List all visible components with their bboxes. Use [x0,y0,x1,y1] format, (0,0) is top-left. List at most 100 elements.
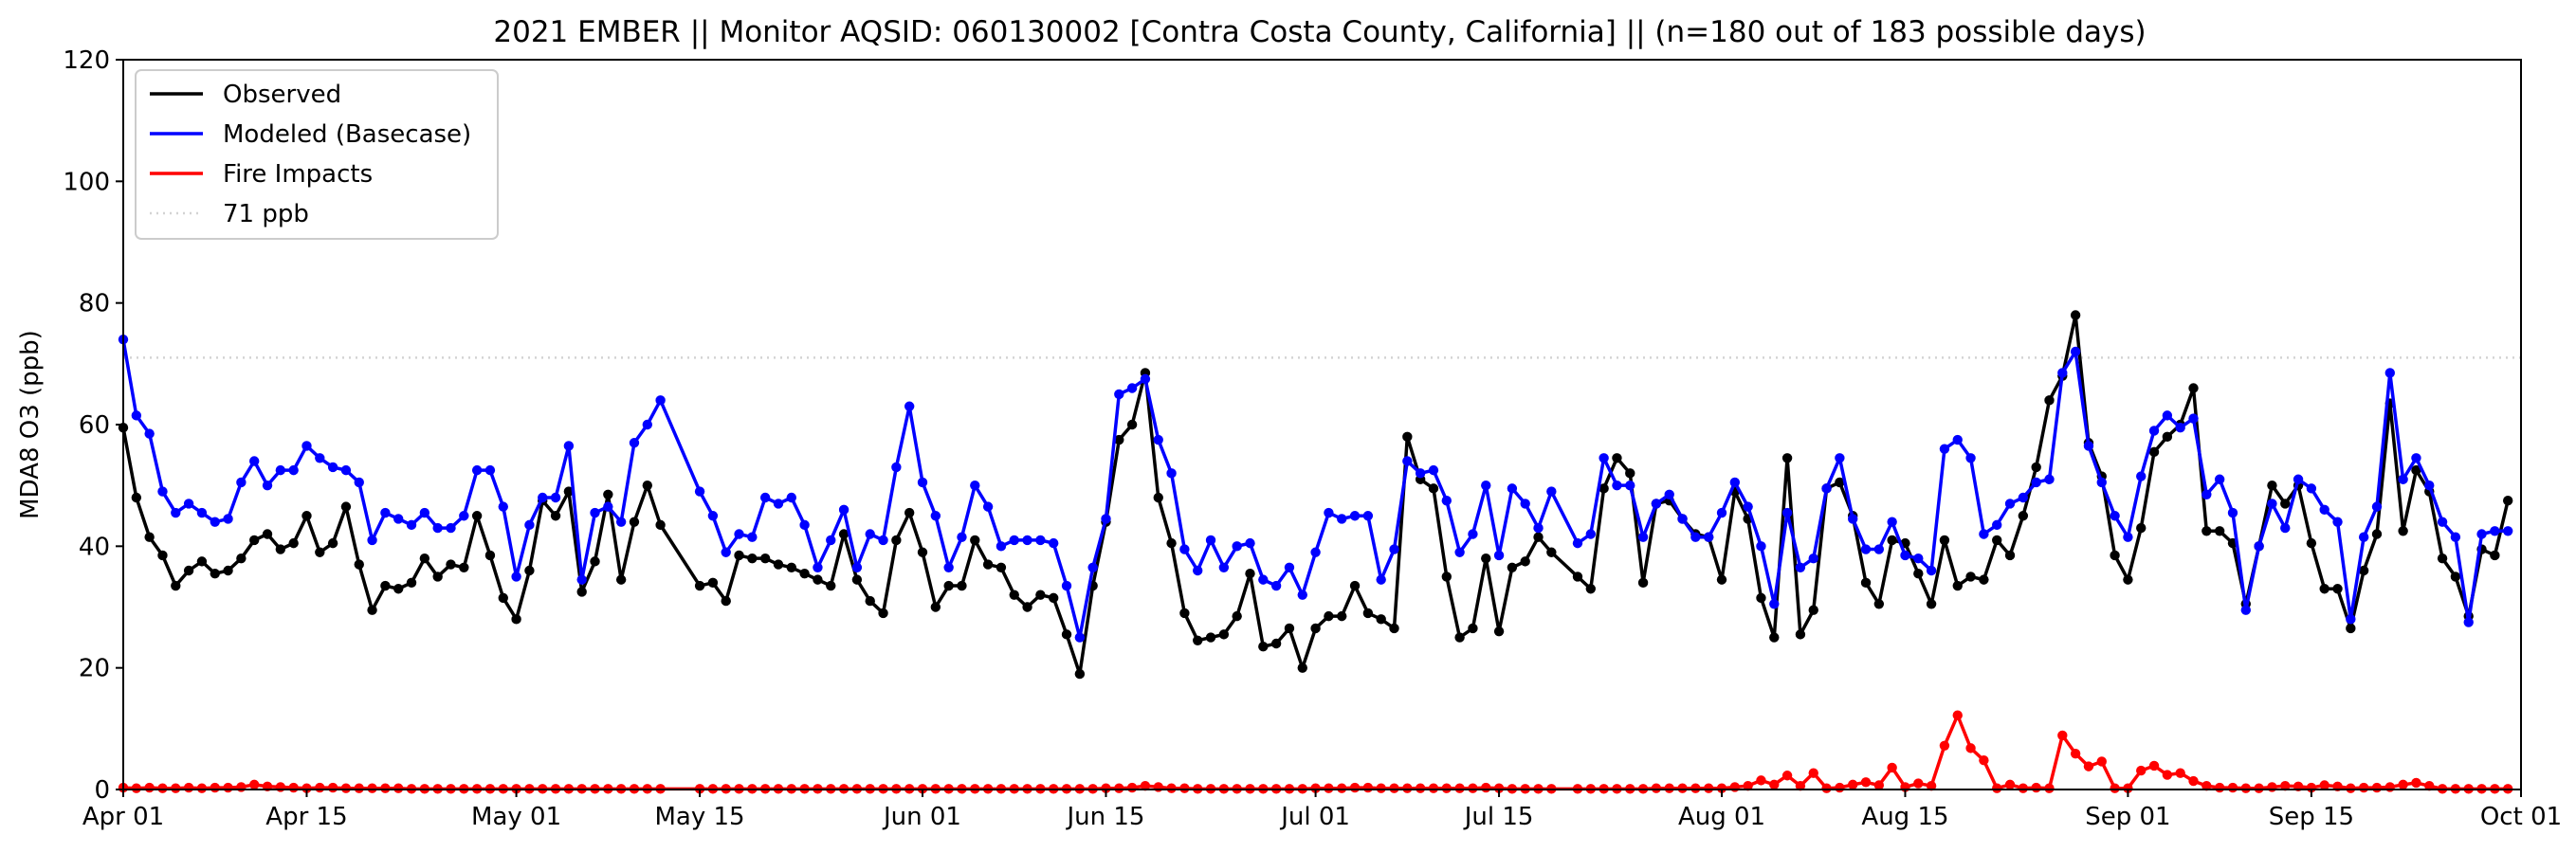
data-point-observed [2214,526,2225,536]
data-point-observed [1114,434,1124,445]
data-point-fire-impacts [2148,760,2160,771]
data-point-observed [1481,553,1491,564]
data-point-modeled-basecase [2371,501,2383,512]
data-point-fire-impacts [2384,782,2395,792]
x-tick-label: Jul 15 [1463,803,1534,831]
data-point-modeled-basecase [747,532,758,542]
data-point-fire-impacts [144,782,155,793]
data-point-modeled-basecase [471,464,483,476]
data-point-fire-impacts [223,782,233,793]
data-point-observed [957,580,967,591]
data-point-observed [2398,526,2408,536]
legend: Observed Modeled (Basecase) Fire Impacts… [135,69,499,240]
data-point-modeled-basecase [1009,535,1019,546]
data-point-observed [315,547,325,557]
data-point-observed [1572,572,1583,582]
data-point-observed [996,562,1007,572]
data-point-modeled-basecase [2293,474,2304,484]
data-point-fire-impacts [2424,780,2435,791]
data-point-fire-impacts [1481,782,1491,793]
data-point-modeled-basecase [183,499,194,509]
data-point-modeled-basecase [262,480,273,491]
data-point-modeled-basecase [1821,483,1832,494]
data-point-fire-impacts [1887,762,1897,773]
data-point-modeled-basecase [1493,550,1505,561]
data-point-modeled-basecase [498,501,508,512]
data-point-observed [838,529,850,539]
data-point-modeled-basecase [210,517,220,527]
data-point-modeled-basecase [406,519,417,531]
data-point-modeled-basecase [1848,514,1858,524]
data-point-modeled-basecase [615,517,627,527]
data-point-fire-impacts [1324,783,1334,793]
data-point-fire-impacts [1493,783,1505,793]
data-point-observed [1035,590,1046,600]
data-point-modeled-basecase [2148,426,2160,436]
series-observed [118,310,2513,680]
data-point-modeled-basecase [288,464,299,476]
data-point-modeled-basecase [2267,499,2277,509]
data-point-observed [982,559,994,570]
data-point-fire-impacts [1428,783,1439,793]
data-point-fire-impacts [354,783,364,793]
data-point-fire-impacts [275,782,286,792]
data-point-modeled-basecase [773,499,784,509]
data-point-observed [878,608,888,619]
data-point-observed [1612,453,1622,463]
data-point-fire-impacts [1703,783,1714,793]
data-point-observed [1284,623,1295,634]
data-point-fire-impacts [393,783,404,793]
data-point-observed [1310,623,1321,634]
data-point-modeled-basecase [1114,389,1124,400]
data-point-fire-impacts [1781,771,1793,781]
data-point-modeled-basecase [1873,544,1885,554]
data-point-observed [891,535,902,546]
data-point-observed [367,605,377,615]
data-point-modeled-basecase [236,477,247,488]
data-point-modeled-basecase [1193,565,1203,576]
data-point-modeled-basecase [1781,507,1793,518]
data-point-observed [615,574,627,585]
data-point-modeled-basecase [1297,590,1307,600]
data-point-observed [1389,623,1399,634]
data-point-observed [970,535,980,546]
data-point-modeled-basecase [655,395,666,406]
data-point-observed [721,595,731,607]
data-point-fire-impacts [1677,783,1688,793]
data-point-observed [1952,580,1963,591]
data-point-observed [354,559,364,570]
data-point-modeled-basecase [1926,565,1937,576]
y-axis: 0 20 40 60 80 100 120 [63,46,123,805]
data-point-observed [1979,574,1989,585]
data-point-fire-impacts [1756,775,1766,786]
data-point-fire-impacts [367,783,377,793]
data-point-modeled-basecase [2254,541,2264,552]
data-point-fire-impacts [1664,783,1674,793]
data-point-observed [196,556,208,567]
data-point-fire-impacts [1349,782,1361,793]
data-point-modeled-basecase [2031,477,2041,488]
data-point-observed [2148,446,2160,458]
y-tick-label: 20 [79,655,110,683]
data-point-observed [2371,529,2383,539]
data-point-observed [865,595,875,607]
data-point-fire-impacts [2110,783,2120,793]
data-point-observed [2044,395,2055,406]
data-point-observed [917,547,928,557]
data-point-modeled-basecase [393,514,404,524]
data-point-modeled-basecase [2162,410,2173,421]
data-point-observed [1362,608,1374,619]
data-point-observed [2502,496,2513,506]
data-point-observed [1546,547,1557,557]
data-point-modeled-basecase [2332,517,2343,527]
x-tick-label: Jun 15 [1065,803,1144,831]
y-axis-label: MDA8 O3 (ppb) [16,330,45,519]
data-point-modeled-basecase [1769,599,1780,609]
data-point-modeled-basecase [1270,580,1282,591]
data-point-fire-impacts [1337,783,1347,793]
data-point-fire-impacts [1939,740,1950,751]
x-tick-label: May 01 [471,803,561,831]
data-point-modeled-basecase [1376,574,1386,585]
data-point-modeled-basecase [2384,368,2395,378]
data-point-fire-impacts [1965,743,1976,753]
